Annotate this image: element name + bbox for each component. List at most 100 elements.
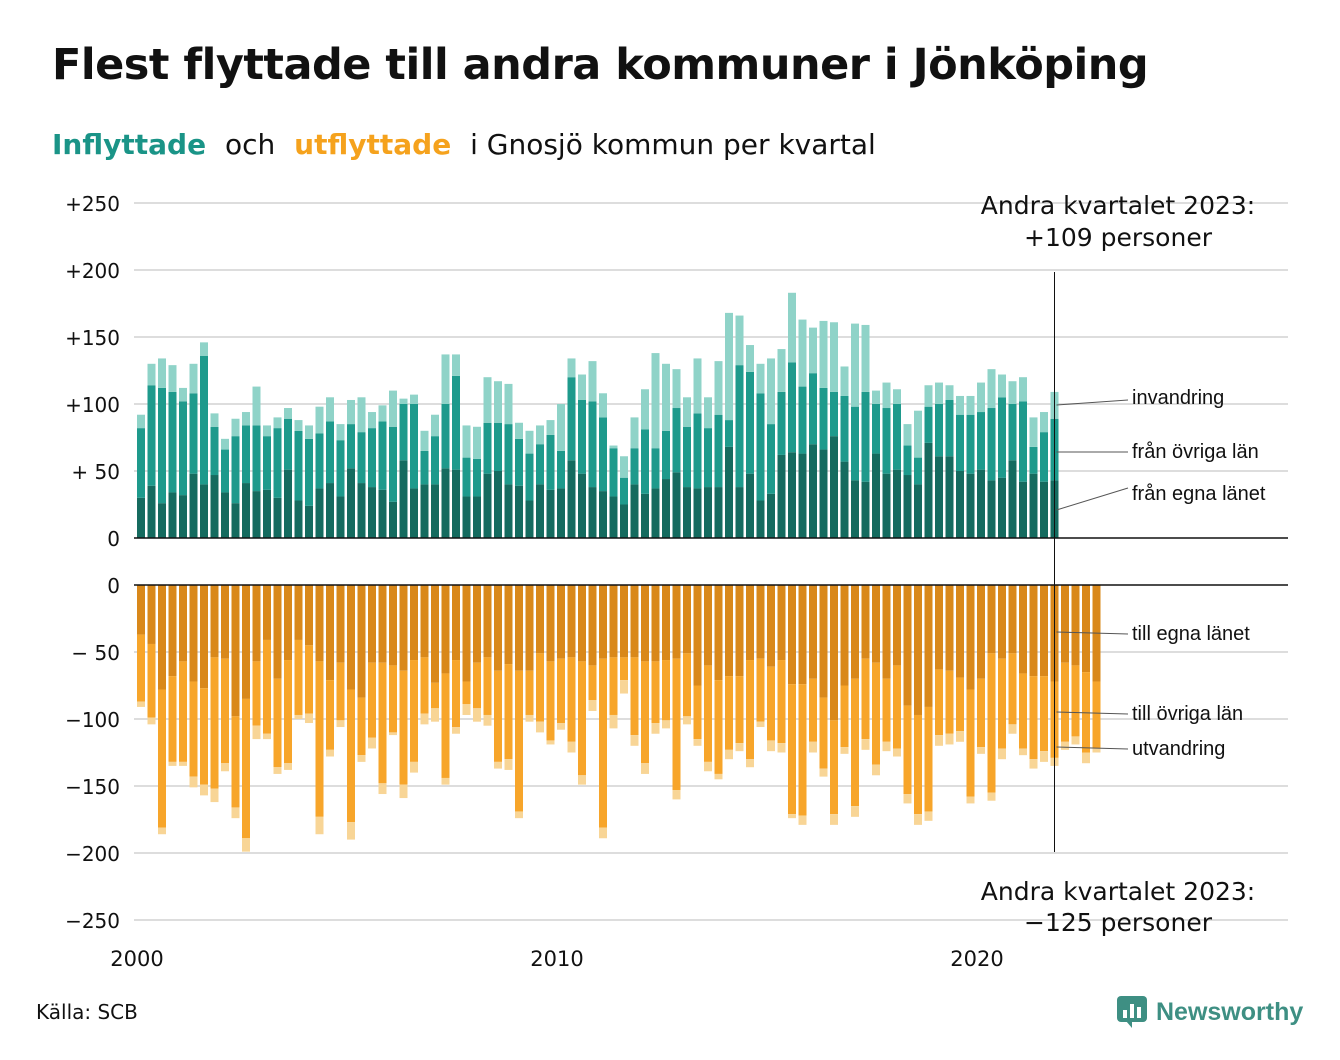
top-bar-segment — [263, 436, 271, 490]
top-bar-segment — [977, 469, 985, 538]
top-bar-segment — [956, 414, 964, 471]
bottom-bar-segment — [210, 585, 219, 658]
bottom-bar-segment — [200, 688, 208, 785]
bottom-bar-segment — [683, 653, 691, 717]
bottom-bar-segment — [756, 721, 765, 728]
top-bar-segment — [578, 374, 586, 400]
top-bar-segment — [242, 483, 250, 538]
bottom-bar-segment — [588, 585, 597, 666]
top-bar-segment — [756, 393, 765, 501]
bottom-bar-segment — [137, 585, 145, 635]
bottom-bar-segment — [746, 759, 754, 768]
top-bar-segment — [714, 361, 723, 415]
bottom-bar-segment — [1019, 585, 1027, 674]
top-bar-segment — [315, 406, 324, 434]
top-bar-segment — [788, 292, 796, 363]
bottom-bar-segment — [914, 714, 922, 815]
bottom-bar-segment — [987, 585, 996, 654]
bottom-bar-segment — [189, 585, 198, 682]
bottom-bar-segment — [861, 658, 870, 740]
bottom-bar-segment — [252, 661, 261, 726]
top-bar-segment — [893, 389, 901, 404]
top-bar-segment — [462, 457, 471, 497]
bottom-bar-segment — [137, 634, 145, 702]
bottom-bar-segment — [830, 720, 838, 815]
top-bar-segment — [1029, 417, 1038, 447]
bottom-bar-segment — [630, 735, 639, 746]
bottom-bar-segment — [662, 720, 670, 729]
top-bar-segment — [1019, 377, 1027, 402]
bottom-bar-segment — [263, 585, 271, 640]
bottom-bar-segment — [420, 585, 429, 658]
top-bar-segment — [189, 363, 198, 394]
top-bar-segment — [536, 444, 544, 485]
top-bar-segment — [137, 497, 145, 538]
bottom-bar-segment — [1082, 672, 1090, 753]
top-bar-segment — [651, 353, 660, 449]
top-bar-segment — [252, 425, 261, 492]
x-tick-label: 2010 — [530, 947, 583, 971]
top-bar-segment — [987, 408, 996, 481]
top-bar-segment — [494, 422, 502, 471]
bottom-bar-segment — [987, 792, 996, 801]
bottom-bar-segment — [231, 585, 240, 717]
bottom-bar-segment — [147, 717, 156, 725]
bottom-series-label: utvandring — [1132, 738, 1225, 760]
top-bar-segment — [525, 430, 534, 454]
bottom-bar-segment — [630, 585, 639, 658]
bottom-bar-segment — [494, 670, 502, 762]
top-bar-segment — [147, 485, 156, 538]
top-bar-segment — [210, 426, 219, 476]
bottom-bar-segment — [1061, 741, 1069, 750]
bottom-bar-segment — [336, 585, 345, 663]
top-bar-segment — [903, 475, 912, 538]
top-bar-segment — [599, 491, 607, 538]
top-bar-segment — [1040, 481, 1048, 538]
top-bar-segment — [420, 450, 429, 485]
top-bar-segment — [567, 377, 576, 461]
top-bar-segment — [966, 395, 975, 415]
top-bar-segment — [830, 436, 838, 538]
top-bar-segment — [851, 323, 859, 407]
bottom-bar-segment — [693, 585, 702, 686]
top-bar-segment — [431, 436, 439, 485]
bottom-bar-segment — [735, 676, 744, 744]
top-bar-segment — [263, 425, 271, 437]
bottom-bar-segment — [725, 749, 733, 760]
bottom-bar-segment — [683, 585, 691, 654]
top-bar-segment — [168, 365, 177, 392]
top-bar-segment — [872, 453, 880, 538]
top-y-tick-label: 0 — [107, 527, 120, 551]
top-bar-segment — [137, 428, 145, 498]
top-bar-segment — [651, 448, 660, 489]
bottom-bar-segment — [578, 585, 586, 662]
bottom-bar-segment — [693, 685, 702, 740]
bottom-bar-segment — [336, 720, 345, 728]
bottom-bar-segment — [641, 763, 649, 774]
bottom-bar-segment — [368, 585, 376, 663]
top-bar-segment — [893, 469, 901, 538]
bottom-bar-segment — [462, 704, 471, 715]
top-y-tick-label: +150 — [65, 326, 120, 350]
bottom-bar-segment — [399, 784, 408, 799]
bottom-bar-segment — [515, 585, 523, 671]
bottom-bar-segment — [210, 788, 219, 803]
bottom-bar-segment — [861, 585, 870, 659]
top-bar-segment — [704, 428, 712, 488]
bottom-bar-segment — [756, 658, 765, 722]
top-bar-segment — [420, 430, 429, 451]
top-bar-segment — [998, 374, 1006, 398]
bottom-bar-segment — [945, 670, 954, 734]
top-bar-segment — [893, 404, 901, 470]
bottom-bar-segment — [515, 811, 523, 819]
bottom-bar-segment — [788, 684, 796, 815]
top-bar-segment — [189, 393, 198, 474]
top-bar-segment — [200, 342, 208, 356]
bottom-bar-segment — [588, 700, 597, 711]
top-bar-segment — [777, 391, 786, 455]
top-bar-segment — [410, 394, 418, 404]
bottom-bar-segment — [168, 676, 177, 762]
bottom-bar-segment — [924, 811, 933, 821]
bottom-bar-segment — [651, 585, 660, 662]
bottom-bar-segment — [683, 716, 691, 725]
